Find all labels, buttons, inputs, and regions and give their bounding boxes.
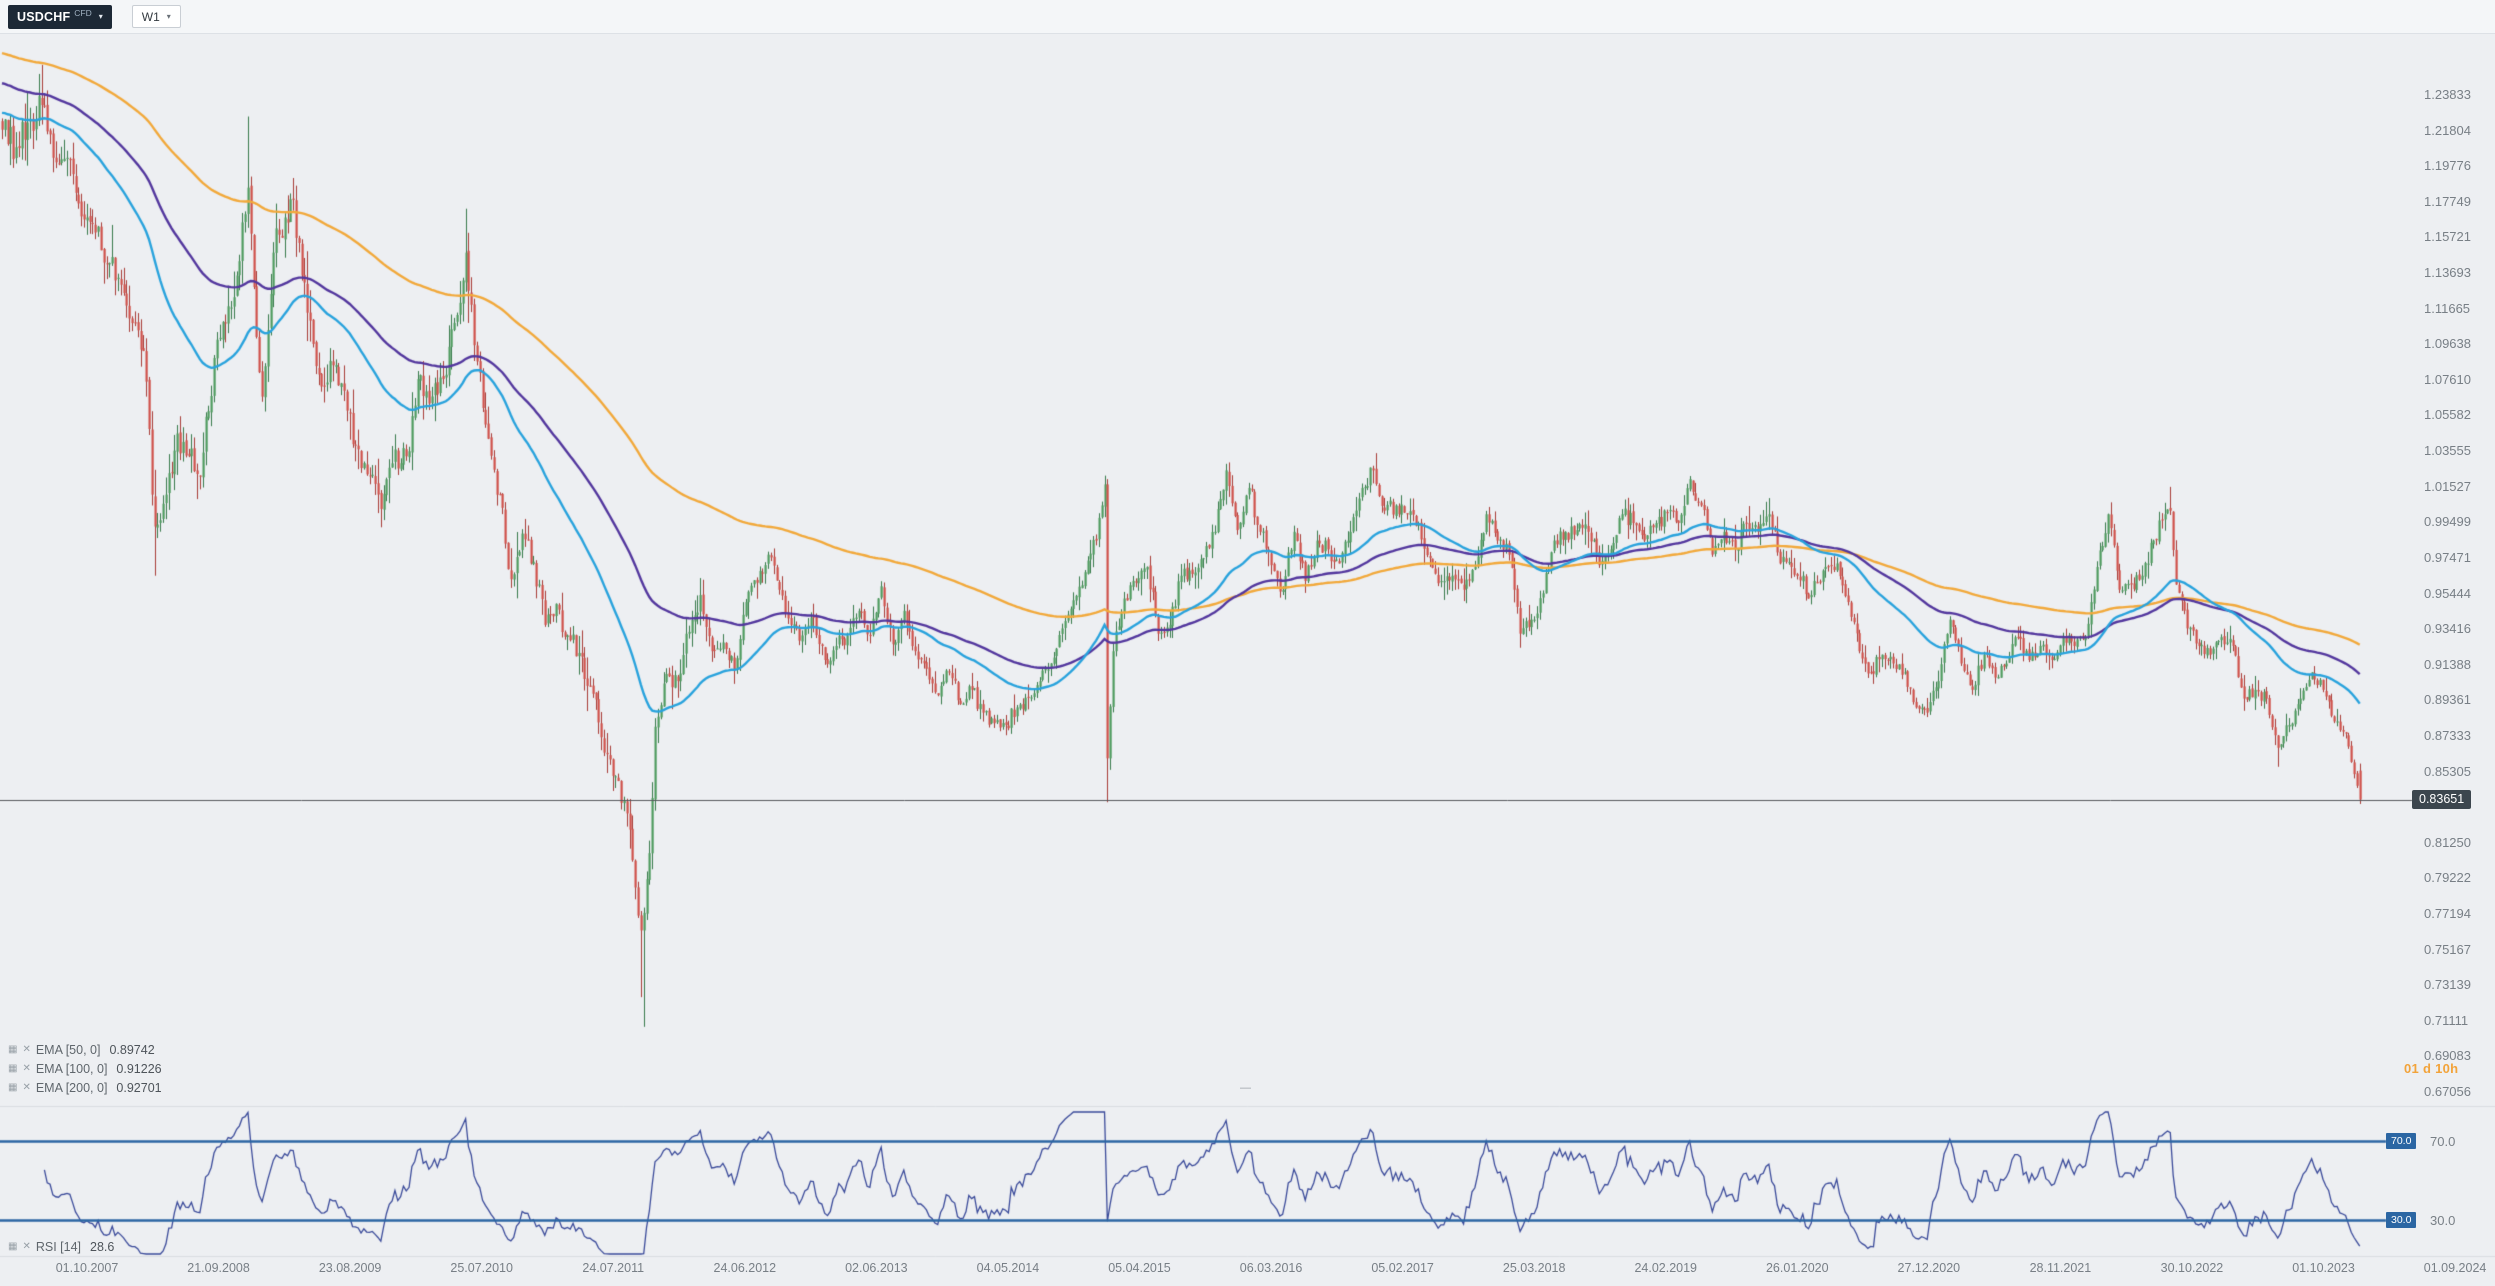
rsi-level-70-label: 70.0	[2430, 1134, 2456, 1149]
toolbar: USDCHF CFD ▾ W1 ▾	[0, 0, 2495, 34]
instrument-selector[interactable]: USDCHF CFD ▾	[8, 4, 112, 29]
date-axis-label: 01.10.2007	[55, 1261, 119, 1275]
date-axis-label: 27.12.2020	[1897, 1261, 1961, 1275]
date-axis-label: 05.04.2015	[1108, 1261, 1171, 1275]
indicator-settings-icon[interactable]: ▦	[8, 1063, 18, 1074]
indicator-legend-row: ▦ ✕ RSI [14] 28.6	[8, 1237, 114, 1256]
indicator-value: 0.91226	[116, 1061, 162, 1076]
instrument-symbol: USDCHF	[17, 9, 71, 24]
date-axis-label: 24.02.2019	[1634, 1261, 1697, 1275]
price-axis-label: 0.79222	[2424, 870, 2471, 886]
indicator-label: EMA [200, 0]	[35, 1080, 108, 1095]
date-axis-label: 04.05.2014	[976, 1261, 1040, 1275]
indicator-settings-icon[interactable]: ▦	[8, 1044, 18, 1055]
candle-countdown: 01 d 10h	[2404, 1061, 2459, 1076]
date-axis-label: 30.10.2022	[2160, 1261, 2224, 1275]
price-axis-label: 1.01527	[2424, 478, 2471, 494]
rsi-level-30-label: 30.0	[2430, 1213, 2456, 1228]
indicator-label: RSI [14]	[35, 1239, 82, 1254]
price-axis-label: 0.77194	[2424, 905, 2471, 921]
price-axis-label: 0.75167	[2424, 941, 2471, 957]
indicator-legend-row: ▦ ✕ EMA [100, 0] 0.91226	[8, 1059, 162, 1078]
price-axis-label: 1.07610	[2424, 371, 2471, 387]
date-axis-label: 28.11.2021	[2029, 1261, 2092, 1275]
price-axis-label: 1.19776	[2424, 158, 2471, 174]
price-axis-label: 0.87333	[2424, 727, 2471, 743]
price-axis-label: 1.13693	[2424, 265, 2471, 281]
price-axis-label: 0.73139	[2424, 977, 2471, 993]
price-axis-label: 0.97471	[2424, 549, 2471, 565]
price-axis-label: 0.81250	[2424, 834, 2471, 850]
rsi-level-70-badge: 70.0	[2386, 1133, 2417, 1149]
date-axis-label: 01.10.2023	[2292, 1261, 2355, 1275]
price-axis-label: 0.71111	[2424, 1012, 2469, 1028]
indicator-value: 28.6	[90, 1239, 115, 1254]
indicator-remove-icon[interactable]: ✕	[22, 1082, 31, 1093]
date-axis-label: 26.01.2020	[1765, 1261, 1829, 1275]
indicator-settings-icon[interactable]: ▦	[8, 1241, 18, 1252]
date-axis-label: 23.08.2009	[318, 1261, 382, 1275]
date-axis-label: 21.09.2008	[187, 1261, 250, 1275]
indicator-label: EMA [50, 0]	[35, 1042, 101, 1057]
instrument-kind-label: CFD	[74, 8, 92, 18]
timeframe-label: W1	[141, 9, 160, 24]
indicator-legend: ▦ ✕ EMA [50, 0] 0.89742 ▦ ✕ EMA [100, 0] 0.9122…	[8, 1040, 162, 1097]
price-axis-label: 0.69083	[2424, 1048, 2471, 1064]
price-axis-label: 0.95444	[2424, 585, 2471, 601]
indicator-settings-icon[interactable]: ▦	[8, 1082, 18, 1093]
indicator-remove-icon[interactable]: ✕	[22, 1063, 31, 1074]
price-axis-label: 0.67056	[2424, 1083, 2471, 1099]
date-axis-label: 25.07.2010	[450, 1261, 513, 1275]
price-axis-label: 1.17749	[2424, 193, 2471, 209]
indicator-value: 0.89742	[109, 1042, 155, 1057]
chevron-down-icon: ▾	[98, 12, 103, 21]
date-axis-label: 24.06.2012	[713, 1261, 777, 1275]
indicator-remove-icon[interactable]: ✕	[22, 1241, 31, 1252]
indicator-legend-row: ▦ ✕ EMA [200, 0] 0.92701	[8, 1078, 162, 1097]
date-axis-label: 25.03.2018	[1502, 1261, 1566, 1275]
date-axis-label: 24.07.2011	[582, 1261, 645, 1275]
indicator-value: 0.92701	[116, 1080, 162, 1095]
pane-resize-handle[interactable]: —	[1240, 1082, 1251, 1094]
timeframe-selector[interactable]: W1 ▾	[131, 5, 181, 28]
price-axis-label: 0.99499	[2424, 514, 2471, 530]
indicator-legend-row: ▦ ✕ EMA [50, 0] 0.89742	[8, 1040, 162, 1059]
price-axis-label: 1.23833	[2424, 87, 2471, 102]
price-axis-label: 1.09638	[2424, 336, 2471, 352]
rsi-level-30-badge: 30.0	[2386, 1212, 2417, 1228]
price-axis-label: 1.11665	[2424, 300, 2471, 316]
price-axis-label: 1.03555	[2424, 443, 2471, 459]
date-axis-label: 05.02.2017	[1371, 1261, 1434, 1275]
indicator-label: EMA [100, 0]	[35, 1061, 108, 1076]
price-axis-label: 1.21804	[2424, 122, 2471, 138]
chevron-down-icon: ▾	[166, 12, 171, 21]
price-axis-label: 1.05582	[2424, 407, 2471, 423]
date-axis-label: 02.06.2013	[845, 1261, 908, 1275]
price-axis-label: 0.85305	[2424, 763, 2471, 779]
price-axis-label: 1.15721	[2424, 229, 2471, 245]
date-axis-label: 01.09.2024	[2423, 1261, 2487, 1275]
price-axis-label: 0.93416	[2424, 621, 2471, 637]
rsi-legend: ▦ ✕ RSI [14] 28.6	[8, 1237, 114, 1256]
indicator-remove-icon[interactable]: ✕	[22, 1044, 31, 1055]
date-axis-label: 06.03.2016	[1239, 1261, 1303, 1275]
price-axis-label: 0.91388	[2424, 656, 2471, 672]
price-axis-label: 0.89361	[2424, 692, 2471, 708]
current-price-badge: 0.83651	[2412, 790, 2472, 810]
